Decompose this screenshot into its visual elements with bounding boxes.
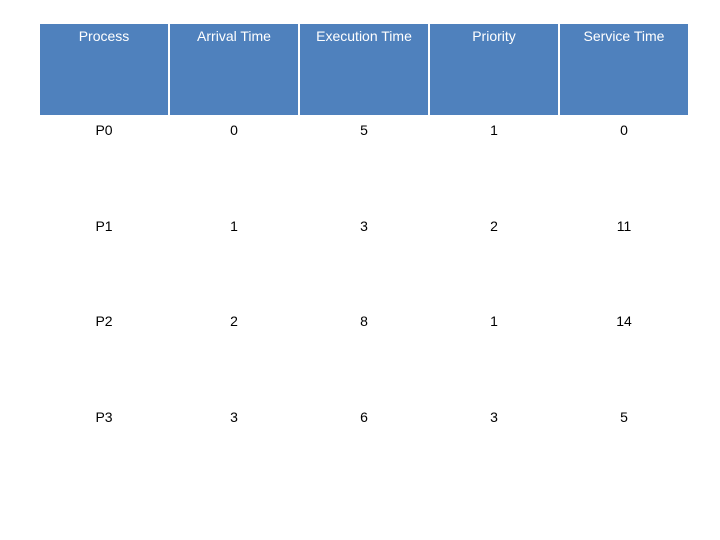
table-cell: P3 [95, 408, 113, 425]
table-cell: 3 [230, 408, 238, 425]
table-cell: 8 [360, 313, 368, 329]
table-cell: 6 [360, 408, 368, 425]
table-cell: 5 [620, 408, 628, 425]
table-cell: 1 [230, 217, 238, 234]
table-cell: P0 [95, 122, 113, 138]
header-cell: Process [40, 24, 168, 115]
header-cell: Arrival Time [170, 24, 298, 115]
table-cell: 14 [616, 313, 632, 329]
table-cell: 0 [230, 122, 238, 138]
table-cell: 2 [230, 313, 238, 329]
table-cell: P2 [95, 313, 113, 329]
header-cell: Service Time [560, 24, 688, 115]
table-cell: 3 [490, 408, 498, 425]
table-cell: 0 [620, 122, 628, 138]
table-cell: 1 [490, 122, 498, 138]
header-cell: Priority [430, 24, 558, 115]
table-cell: 5 [360, 122, 368, 138]
table-cell: 2 [490, 217, 498, 234]
table-cell: P1 [95, 217, 113, 234]
table-cell: 3 [360, 217, 368, 234]
header-cell: Execution Time [300, 24, 428, 115]
table-cell: 1 [490, 313, 498, 329]
table-cell: 11 [616, 217, 632, 234]
